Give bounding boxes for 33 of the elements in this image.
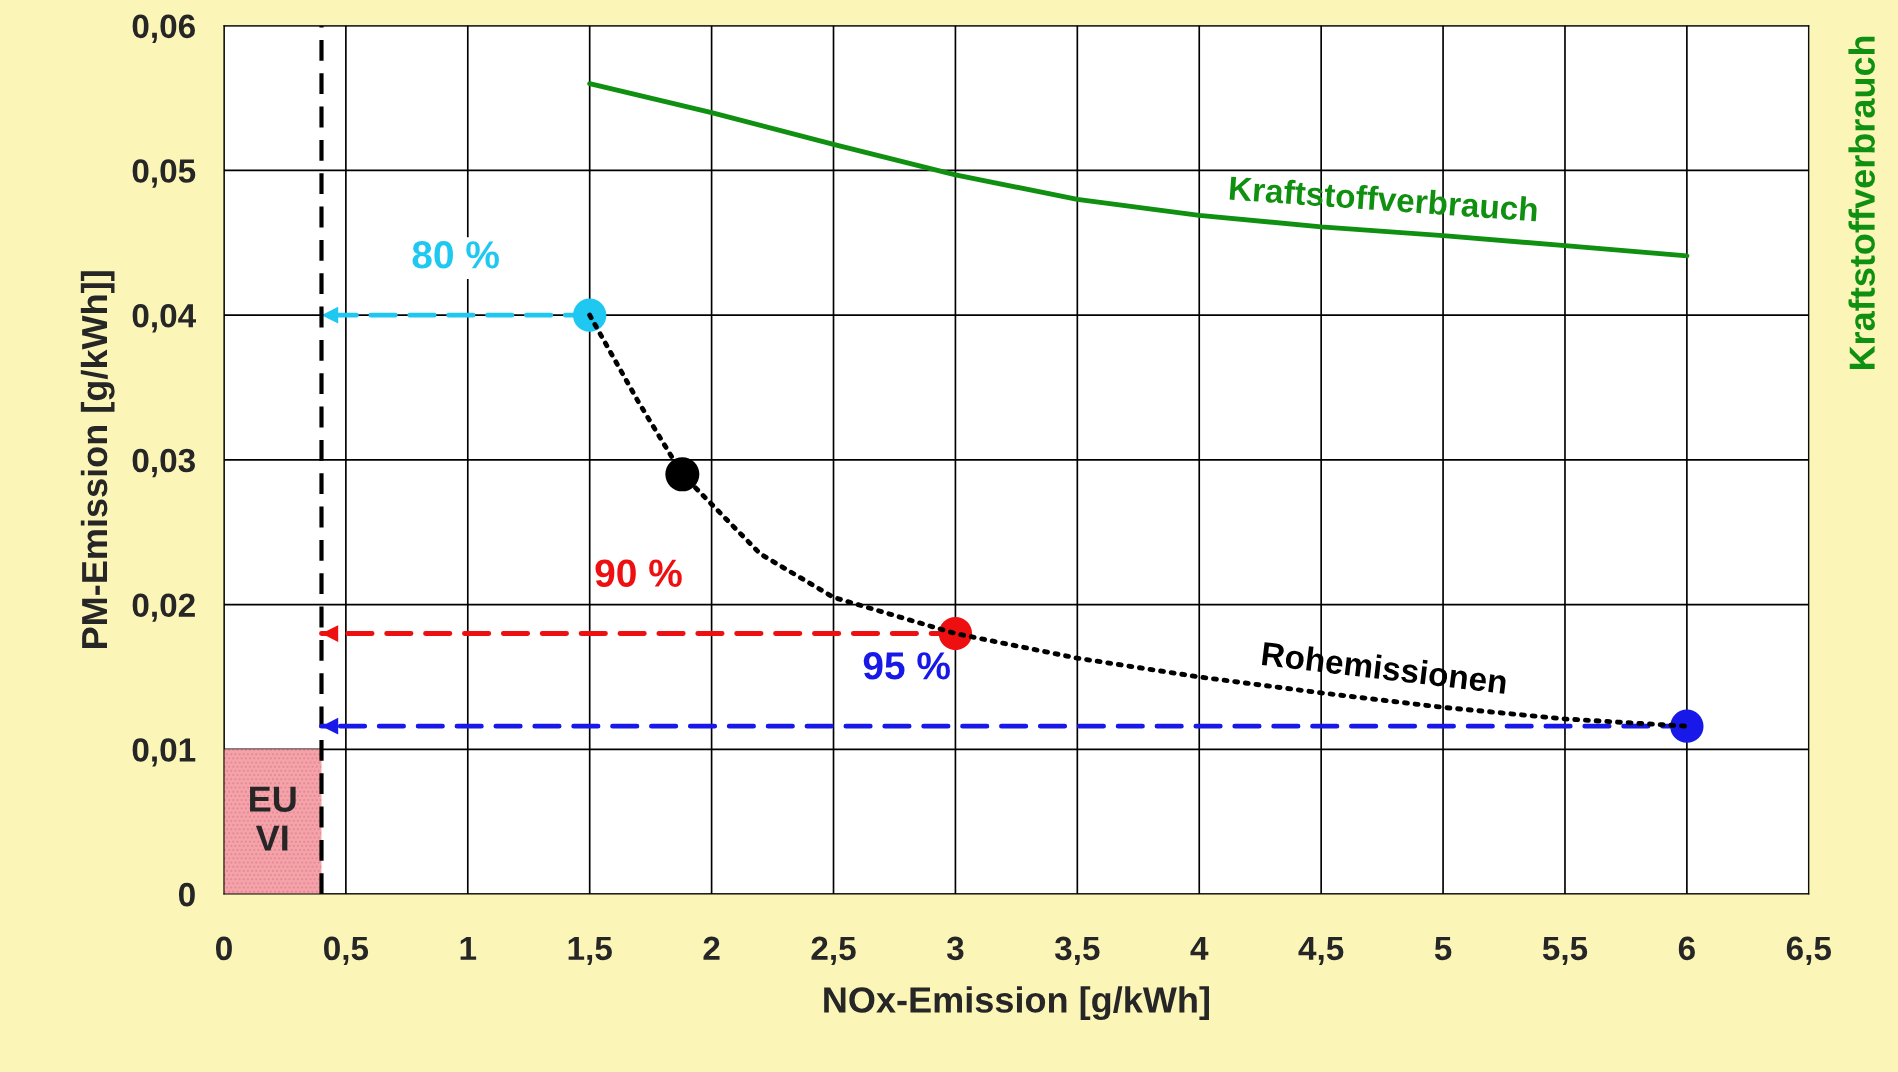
x-tick-label: 4,5 (1298, 936, 1344, 966)
point (1670, 709, 1704, 743)
x-tick-label: 1 (460, 936, 477, 960)
line-series (587, 81, 1690, 259)
point (573, 298, 607, 332)
y-tick-label: 0,02 (132, 593, 195, 622)
x-axis-title: NOx-Emission [g/kWh] (824, 986, 1209, 1021)
x-tick-label: 6,5 (1786, 936, 1832, 966)
y-tick-label: 0,01 (132, 738, 196, 767)
x-tick-label: 6 (1678, 936, 1695, 961)
x-tick-label: 2 (703, 936, 720, 960)
series-label: 80 % (412, 241, 499, 269)
y2-axis-title: Kraftstoffverbrauch (1848, 36, 1875, 370)
series-label: EU VI (250, 786, 296, 851)
series-label: Kraftstoffverbrauch (1229, 175, 1538, 222)
x-tick-label: 1,5 (568, 936, 612, 966)
x-tick-label: 5,5 (1542, 936, 1588, 966)
x-tick-label: 3,5 (1054, 936, 1100, 966)
y-tick-label: 0,05 (132, 159, 196, 188)
x-tick-label: 0 (216, 936, 232, 961)
y-tick-label: 0,03 (132, 448, 195, 478)
x-tick-label: 2,5 (811, 936, 856, 966)
series-label: 90 % (595, 559, 682, 587)
text: Rohemissionen (1261, 641, 1507, 695)
x-tick-label: 5 (1434, 936, 1452, 961)
x-tick-label: 4 (1190, 936, 1209, 960)
y-tick-label: 0 (178, 882, 195, 907)
y-axis-title: PM-Emission [g/kWh]] (80, 271, 115, 649)
y-tick-label: 0,06 (132, 14, 195, 43)
series-label: 95 % (863, 652, 950, 680)
y-tick-label: 0,04 (132, 303, 197, 333)
x-tick-label: 0,5 (324, 936, 369, 966)
x-tick-label: 3 (946, 936, 964, 961)
